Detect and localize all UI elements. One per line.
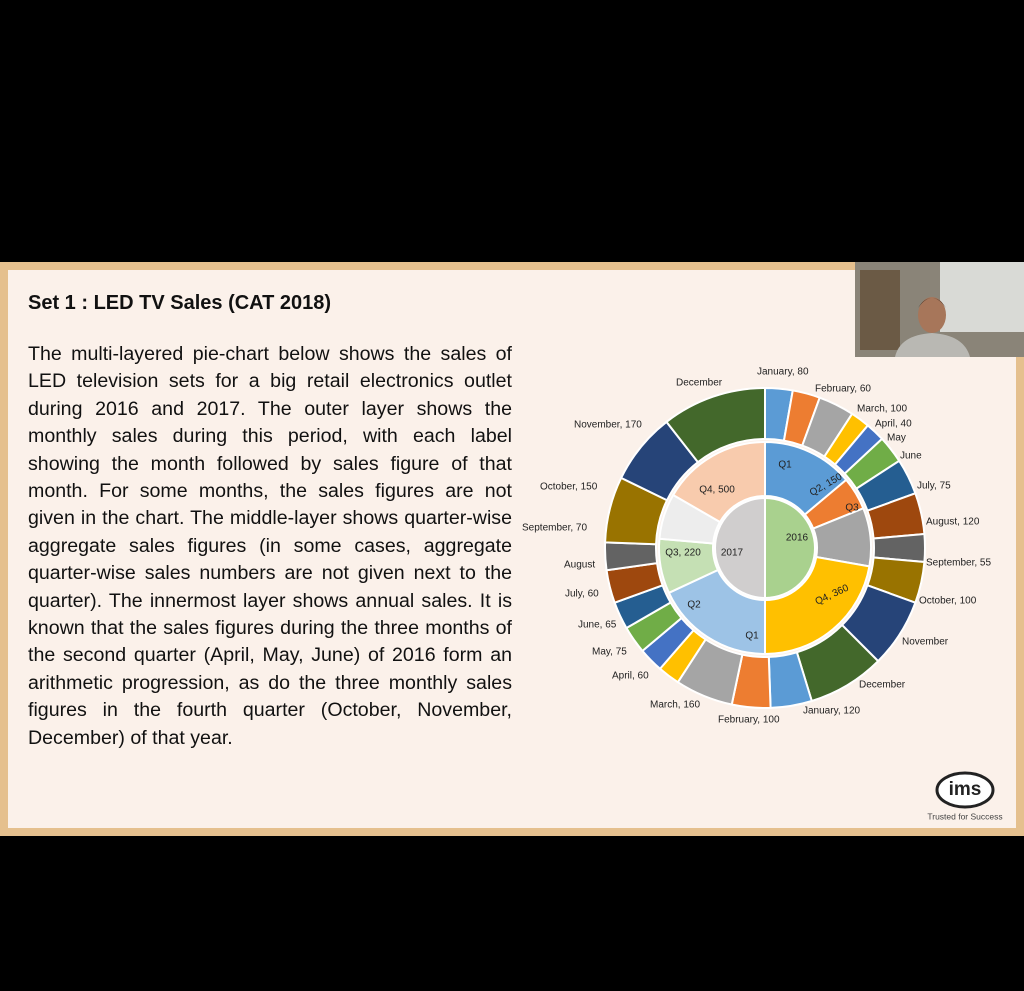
month-label: February, 100 bbox=[718, 715, 780, 726]
month-label: April, 60 bbox=[612, 671, 649, 682]
quarter-label: Q2 bbox=[687, 600, 701, 611]
month-label: April, 40 bbox=[875, 419, 912, 430]
month-label: January, 120 bbox=[803, 706, 861, 717]
month-label: September, 70 bbox=[522, 523, 587, 534]
month-label: March, 160 bbox=[650, 700, 700, 711]
month-label: November bbox=[902, 637, 949, 648]
slide-paragraph: The multi-layered pie-chart below shows … bbox=[28, 343, 512, 749]
year-label: 2016 bbox=[786, 533, 809, 544]
webcam-person-hair bbox=[918, 298, 946, 308]
month-label: December bbox=[859, 680, 906, 691]
month-label: October, 150 bbox=[540, 482, 598, 493]
quarter-label: Q4, 500 bbox=[699, 485, 735, 496]
quarter-label: Q1 bbox=[778, 460, 792, 471]
month-label: July, 75 bbox=[917, 481, 951, 492]
quarter-label: Q3, 220 bbox=[665, 548, 701, 559]
month-label: June bbox=[900, 451, 922, 462]
quarter-segment bbox=[667, 568, 766, 656]
month-label: September, 55 bbox=[926, 558, 991, 569]
webcam-window bbox=[940, 262, 1024, 332]
month-label: March, 100 bbox=[857, 404, 907, 415]
month-label: November, 170 bbox=[574, 420, 642, 431]
year-segment bbox=[764, 496, 816, 600]
year-label: 2017 bbox=[721, 548, 744, 559]
webcam bbox=[855, 262, 1024, 357]
year-segment bbox=[714, 496, 766, 600]
month-label: May bbox=[887, 433, 906, 444]
month-label: December bbox=[676, 378, 723, 389]
month-label: July, 60 bbox=[565, 589, 599, 600]
logo-ring bbox=[935, 771, 995, 809]
month-label: June, 65 bbox=[578, 620, 617, 631]
quarter-segment bbox=[764, 555, 871, 656]
month-segment bbox=[665, 386, 766, 464]
quarter-segment bbox=[671, 440, 766, 524]
month-label: January, 80 bbox=[757, 367, 809, 378]
webcam-shelf bbox=[860, 270, 900, 350]
quarter-label: Q1 bbox=[745, 631, 759, 642]
quarter-label: Q3 bbox=[845, 503, 859, 514]
logo: ims Trusted for Success bbox=[927, 771, 1003, 821]
month-label: February, 60 bbox=[815, 384, 871, 395]
month-label: October, 100 bbox=[919, 596, 977, 607]
month-label: August bbox=[564, 560, 595, 571]
logo-mark: ims bbox=[949, 779, 982, 800]
month-label: August, 120 bbox=[926, 517, 980, 528]
month-label: May, 75 bbox=[592, 647, 627, 658]
slide-title: Set 1 : LED TV Sales (CAT 2018) bbox=[28, 292, 332, 314]
pie: January, 80 February, 60 March, 100 April, … bbox=[522, 367, 991, 726]
webcam-person-body bbox=[895, 333, 970, 357]
webcam-person-head bbox=[918, 297, 946, 333]
logo-tagline: Trusted for Success bbox=[927, 811, 1002, 821]
